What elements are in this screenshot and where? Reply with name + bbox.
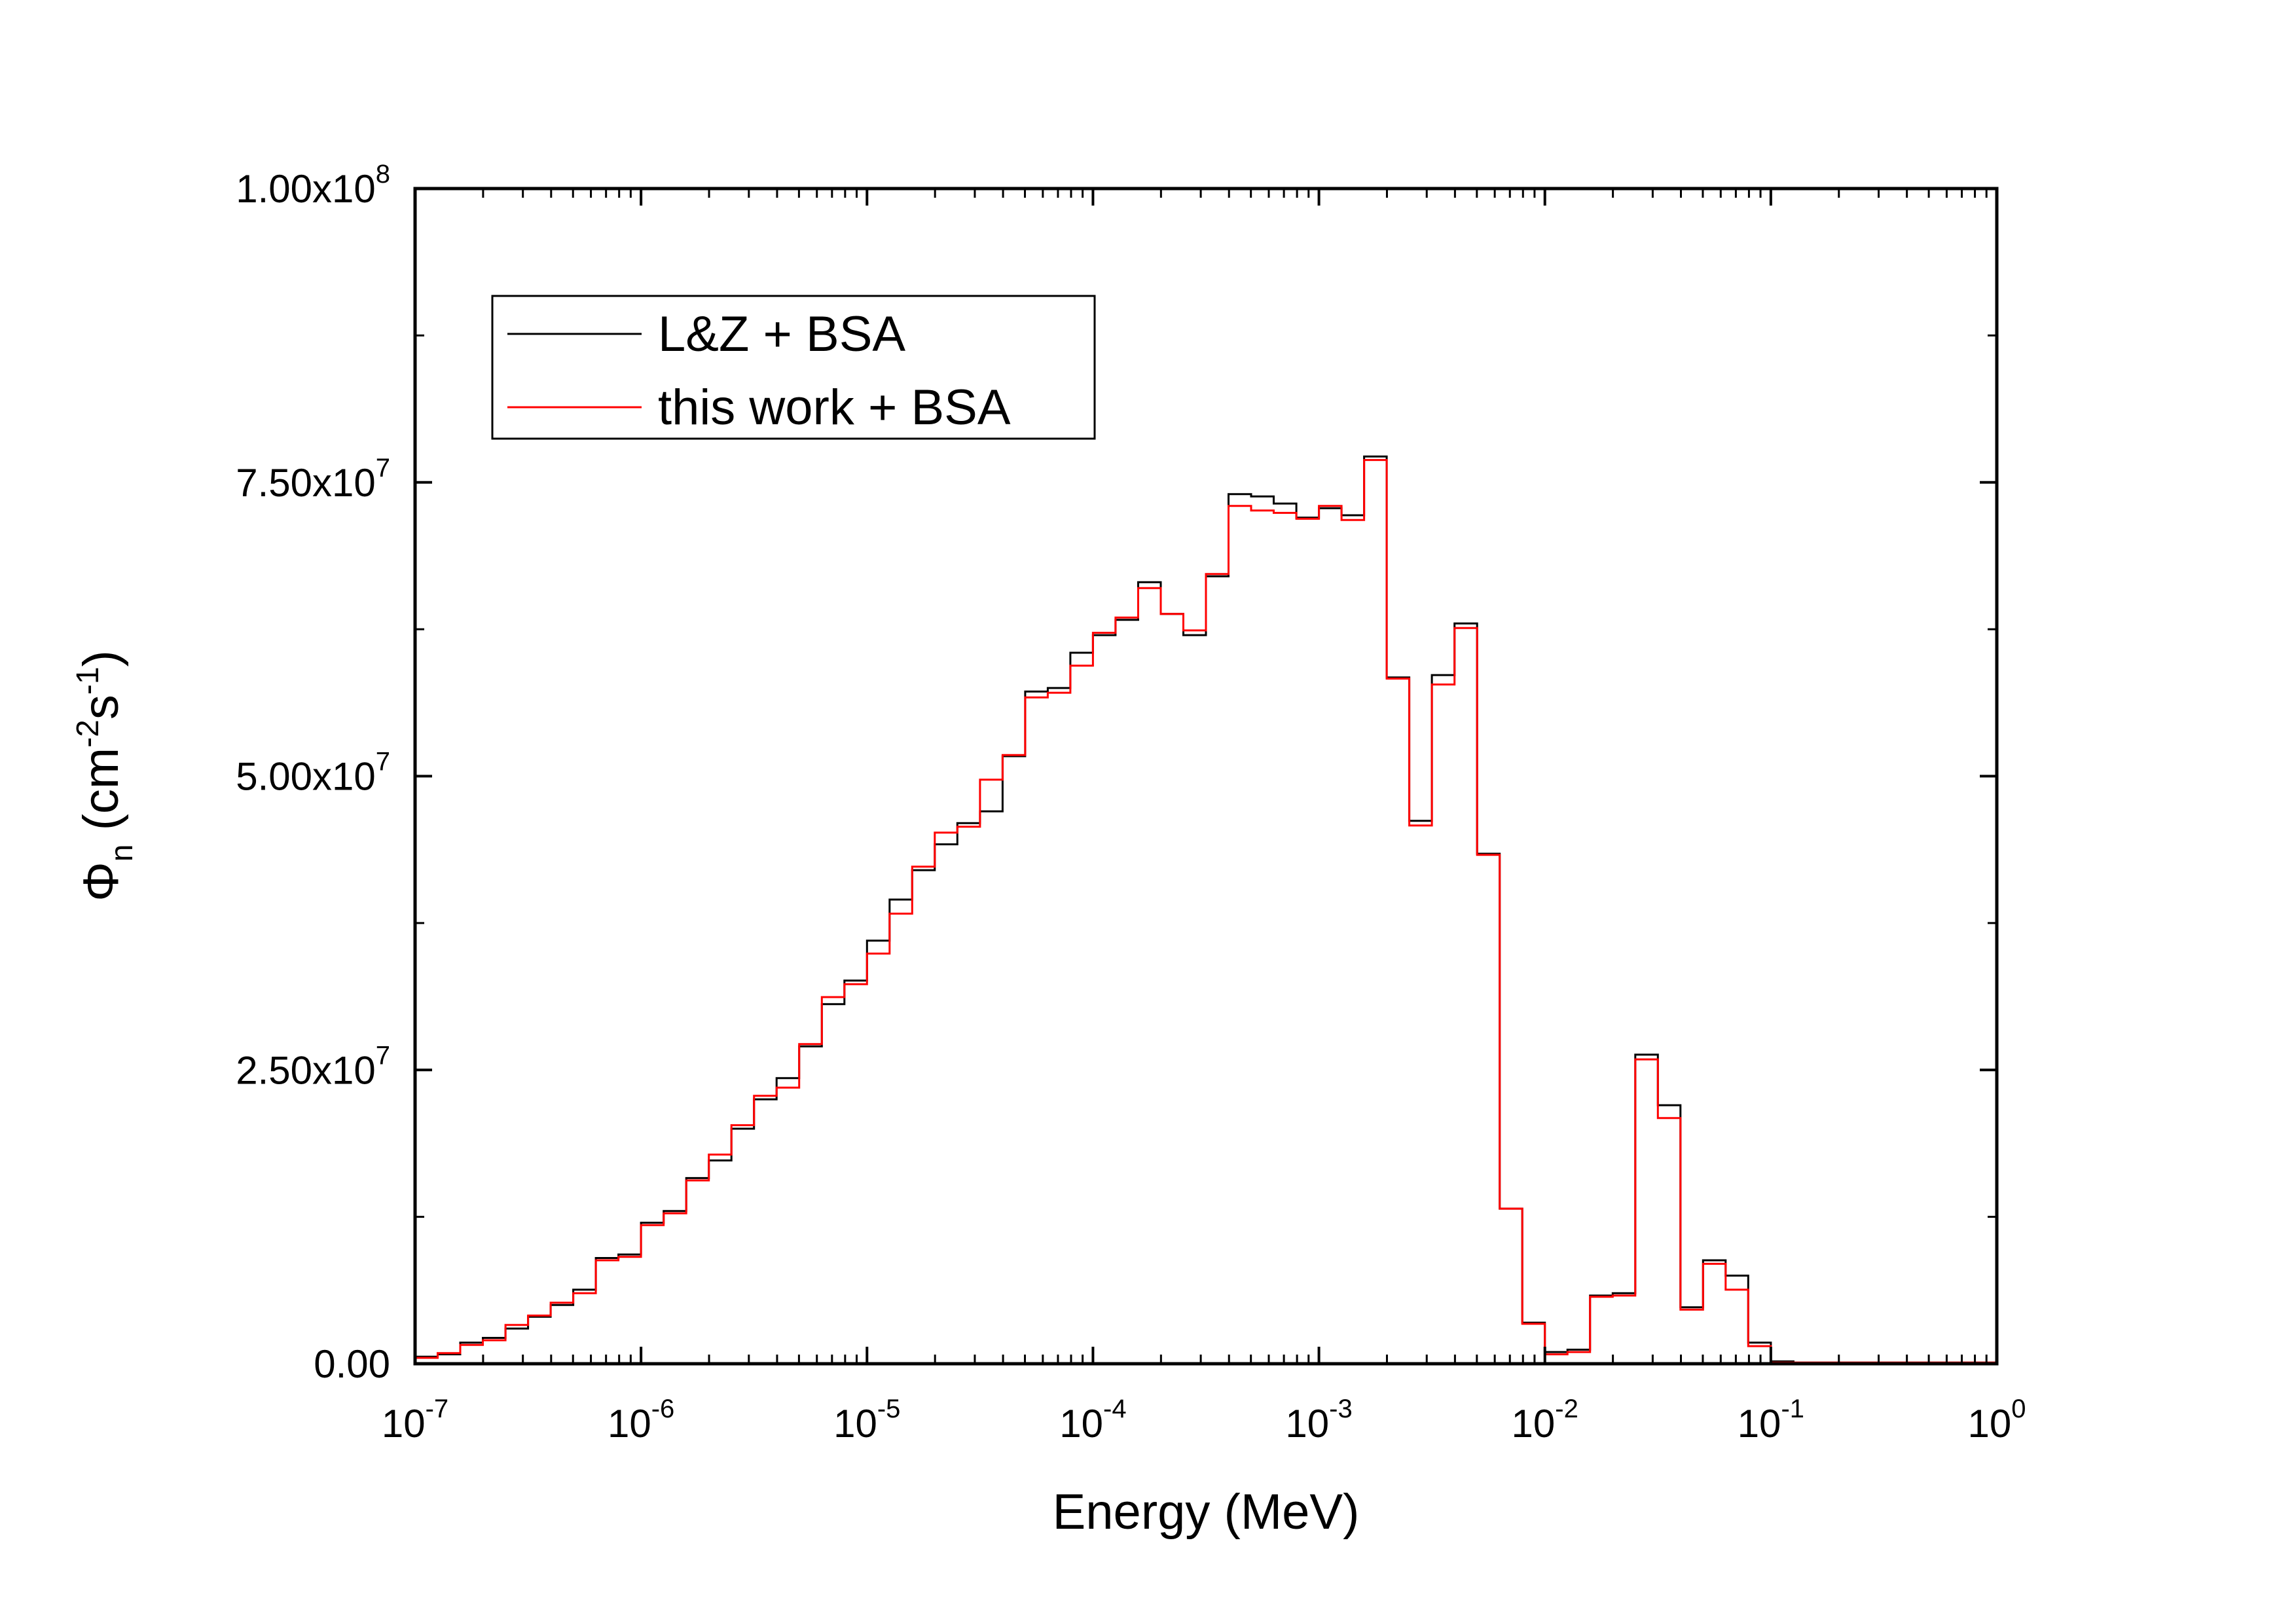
- x-tick-label: 10-2: [1512, 1395, 1578, 1446]
- y-axis-unit-suffix: ): [73, 650, 129, 666]
- y-axis-exp2: -1: [71, 666, 105, 695]
- y-axis-unit-mid: s: [73, 695, 129, 720]
- y-axis-title: Φn (cm-2s-1): [71, 650, 139, 902]
- svg-text:Φn (cm-2s-1): Φn (cm-2s-1): [71, 650, 139, 902]
- x-tick-label: 10-7: [382, 1395, 448, 1446]
- series-line-1: [415, 459, 1997, 1364]
- x-tick-label: 100: [1968, 1395, 2026, 1446]
- legend-label-this-work-bsa: this work + BSA: [658, 380, 1011, 435]
- x-axis-title: Energy (MeV): [1053, 1484, 1360, 1540]
- legend-label-lz-bsa: L&Z + BSA: [658, 306, 905, 362]
- y-axis-subscript: n: [105, 845, 139, 862]
- x-tick-label: 10-5: [833, 1395, 900, 1446]
- legend-box: [491, 295, 1096, 440]
- y-tick-label: 2.50x107: [236, 1041, 390, 1092]
- axis-ticks: [414, 187, 1998, 1365]
- tick-labels: 10-7 10-6 10-5 10-4 10-3 10-2 10-1 100 0.00 2.50x…: [236, 160, 2026, 1446]
- y-tick-label: 1.00x108: [236, 160, 390, 211]
- y-tick-label: 5.00x107: [236, 748, 390, 799]
- x-tick-label: 10-6: [608, 1395, 674, 1446]
- series-layer: [415, 455, 1997, 1364]
- legend: L&Z + BSA this work + BSA: [491, 295, 1096, 440]
- x-tick-label: 10-3: [1285, 1395, 1352, 1446]
- y-tick-label: 7.50x107: [236, 454, 390, 505]
- y-tick-label: 0.00: [314, 1342, 390, 1386]
- y-axis-symbol: Φ: [73, 862, 129, 902]
- y-axis-unit-prefix: (cm: [73, 748, 129, 845]
- y-axis-exp1: -2: [71, 720, 105, 748]
- x-tick-label: 10-4: [1059, 1395, 1126, 1446]
- x-tick-label: 10-1: [1738, 1395, 1804, 1446]
